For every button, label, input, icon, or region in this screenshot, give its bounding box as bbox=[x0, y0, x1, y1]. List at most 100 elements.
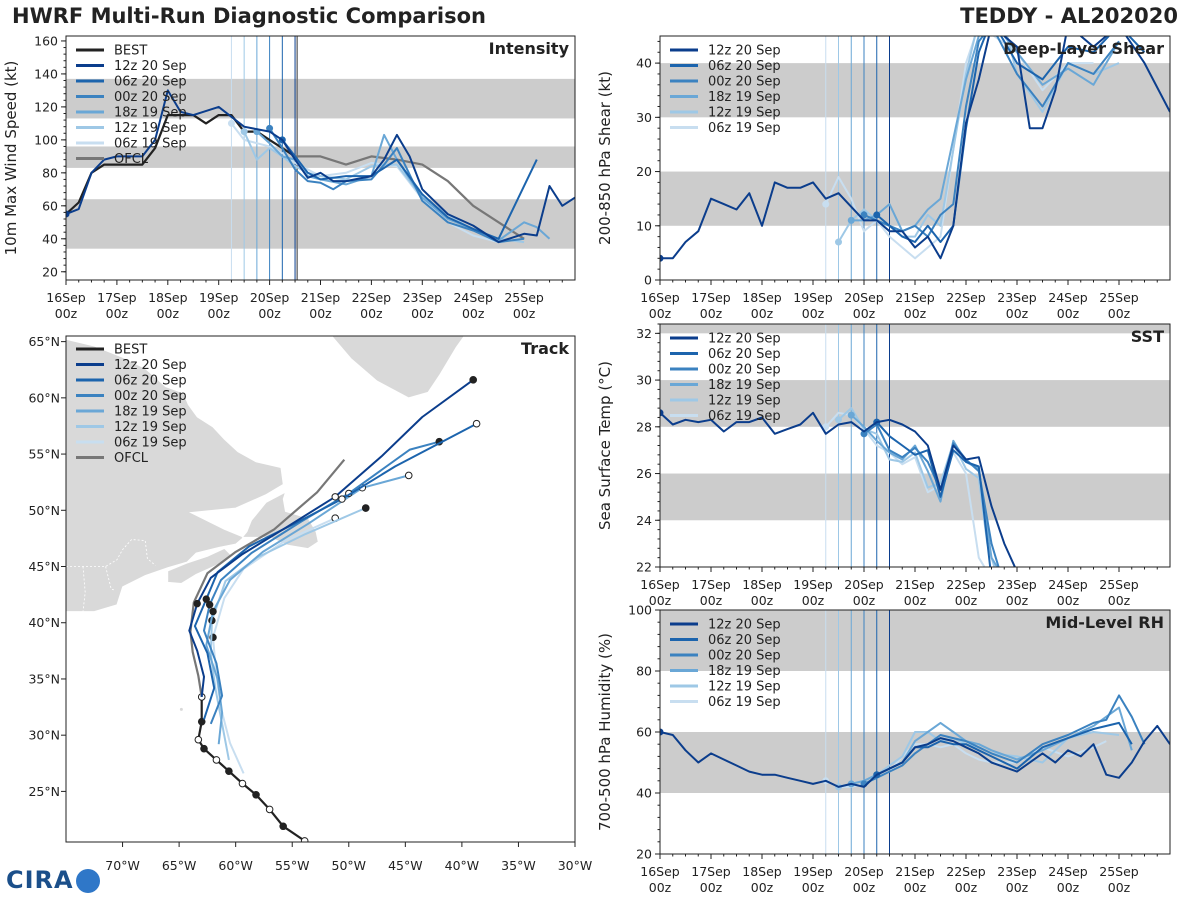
x-tick-hour: 00z bbox=[1057, 593, 1080, 608]
best-track-marker bbox=[252, 790, 260, 799]
series-start-marker bbox=[822, 200, 830, 208]
x-tick-hour: 00z bbox=[411, 306, 434, 321]
x-tick-hour: 00z bbox=[751, 306, 774, 321]
border-line bbox=[66, 539, 156, 567]
legend-label: 12z 19 Sep bbox=[114, 420, 187, 435]
lon-tick-label: 65°W bbox=[162, 858, 197, 873]
x-tick-day: 17Sep bbox=[691, 864, 731, 879]
lat-tick-label: 60°N bbox=[28, 390, 60, 405]
x-tick-day: 24Sep bbox=[1048, 577, 1088, 592]
panel-sst: 22242628303216Sep00z17Sep00z18Sep00z19Se… bbox=[596, 323, 1171, 608]
run-track-end-marker bbox=[469, 376, 478, 384]
x-tick-hour: 00z bbox=[904, 306, 927, 321]
x-tick-day: 19Sep bbox=[793, 577, 833, 592]
series-line-0 bbox=[660, 36, 1170, 260]
x-tick-hour: 00z bbox=[904, 880, 927, 895]
x-tick-hour: 00z bbox=[853, 593, 876, 608]
series-start-marker bbox=[66, 210, 70, 218]
series-line-3 bbox=[256, 130, 551, 242]
legend-label: BEST bbox=[114, 343, 147, 358]
x-tick-day: 20Sep bbox=[844, 577, 884, 592]
y-tick-label: 140 bbox=[34, 66, 58, 81]
x-tick-hour: 00z bbox=[802, 593, 825, 608]
shade-band bbox=[660, 63, 1170, 118]
x-tick-hour: 00z bbox=[1108, 306, 1131, 321]
x-tick-day: 18Sep bbox=[742, 577, 782, 592]
series-start-marker bbox=[847, 216, 855, 224]
legend-label: 06z 19 Sep bbox=[708, 695, 781, 710]
land-greenland bbox=[331, 336, 465, 399]
y-tick-label: 100 bbox=[628, 603, 652, 618]
x-tick-day: 25Sep bbox=[1099, 577, 1139, 592]
y-tick-label: 20 bbox=[636, 164, 652, 179]
x-tick-hour: 00z bbox=[1057, 880, 1080, 895]
y-tick-label: 40 bbox=[636, 786, 652, 801]
x-tick-hour: 00z bbox=[157, 306, 180, 321]
best-track-marker bbox=[212, 756, 221, 764]
run-track-end-marker bbox=[472, 419, 481, 428]
series-start-marker bbox=[860, 211, 868, 219]
lat-tick-label: 35°N bbox=[28, 671, 60, 686]
y-axis-label: 700-500 hPa Humidity (%) bbox=[596, 633, 614, 831]
x-tick-hour: 00z bbox=[1006, 880, 1029, 895]
series-line-0 bbox=[660, 411, 1016, 567]
y-tick-label: 0 bbox=[644, 273, 652, 288]
panel-intensity: 2040608010012014016016Sep00z17Sep00z18Se… bbox=[2, 33, 576, 321]
land-north-america bbox=[66, 336, 284, 612]
series-start-marker bbox=[240, 128, 248, 136]
x-tick-day: 21Sep bbox=[895, 577, 935, 592]
legend-label: 12z 19 Sep bbox=[708, 394, 781, 409]
y-axis-label: 10m Max Wind Speed (kt) bbox=[2, 61, 20, 256]
series-line-1 bbox=[876, 421, 992, 567]
legend-label: 06z 20 Sep bbox=[708, 59, 781, 74]
x-tick-hour: 00z bbox=[1108, 593, 1131, 608]
y-tick-label: 40 bbox=[636, 56, 652, 71]
x-tick-hour: 00z bbox=[1006, 593, 1029, 608]
legend-label: 00z 20 Sep bbox=[114, 389, 187, 404]
plot-area-shear bbox=[660, 36, 1170, 280]
cira-logo: CIRA bbox=[6, 866, 100, 894]
run-track-marker bbox=[193, 599, 201, 608]
x-tick-day: 23Sep bbox=[997, 864, 1037, 879]
y-tick-label: 100 bbox=[34, 132, 58, 147]
run-track-end-marker bbox=[361, 504, 370, 512]
lon-tick-label: 30°W bbox=[558, 858, 593, 873]
legend-label: 06z 20 Sep bbox=[114, 75, 187, 90]
legend-label: 12z 20 Sep bbox=[708, 618, 781, 633]
x-tick-day: 25Sep bbox=[1099, 290, 1139, 305]
storm-title: TEDDY - AL202020 bbox=[960, 4, 1178, 28]
x-tick-hour: 00z bbox=[955, 306, 978, 321]
legend-label: 06z 19 Sep bbox=[114, 137, 187, 152]
lon-tick-label: 45°W bbox=[388, 858, 423, 873]
panel-title: Intensity bbox=[489, 39, 570, 58]
legend-label: 18z 19 Sep bbox=[114, 405, 187, 420]
legend-label: 06z 20 Sep bbox=[114, 374, 187, 389]
panel-title: SST bbox=[1131, 327, 1164, 346]
best-track-marker bbox=[197, 717, 206, 726]
shade-band bbox=[660, 380, 1170, 427]
x-tick-hour: 00z bbox=[700, 880, 723, 895]
legend-label: 00z 20 Sep bbox=[708, 649, 781, 664]
x-tick-hour: 00z bbox=[955, 593, 978, 608]
border-line bbox=[105, 566, 115, 591]
x-tick-day: 19Sep bbox=[793, 290, 833, 305]
legend-label: 12z 20 Sep bbox=[114, 358, 187, 373]
series-start-marker bbox=[835, 238, 842, 246]
logo-text: CIRA bbox=[6, 866, 74, 894]
run-track-marker bbox=[205, 601, 214, 609]
x-tick-day: 17Sep bbox=[691, 577, 731, 592]
x-tick-hour: 00z bbox=[853, 306, 876, 321]
y-tick-label: 26 bbox=[636, 466, 652, 481]
x-tick-day: 16Sep bbox=[640, 577, 680, 592]
legend-label: 18z 19 Sep bbox=[708, 90, 781, 105]
x-tick-hour: 00z bbox=[649, 880, 672, 895]
x-tick-day: 19Sep bbox=[793, 864, 833, 879]
shade-band bbox=[660, 324, 1170, 334]
legend-label: 12z 20 Sep bbox=[114, 59, 187, 74]
best-track-marker bbox=[200, 744, 208, 753]
x-tick-day: 16Sep bbox=[46, 290, 86, 305]
series-line-0 bbox=[660, 724, 1170, 788]
legend-label: 06z 19 Sep bbox=[708, 121, 781, 136]
best-track-marker bbox=[238, 779, 247, 788]
legend-label: 12z 19 Sep bbox=[114, 121, 187, 136]
